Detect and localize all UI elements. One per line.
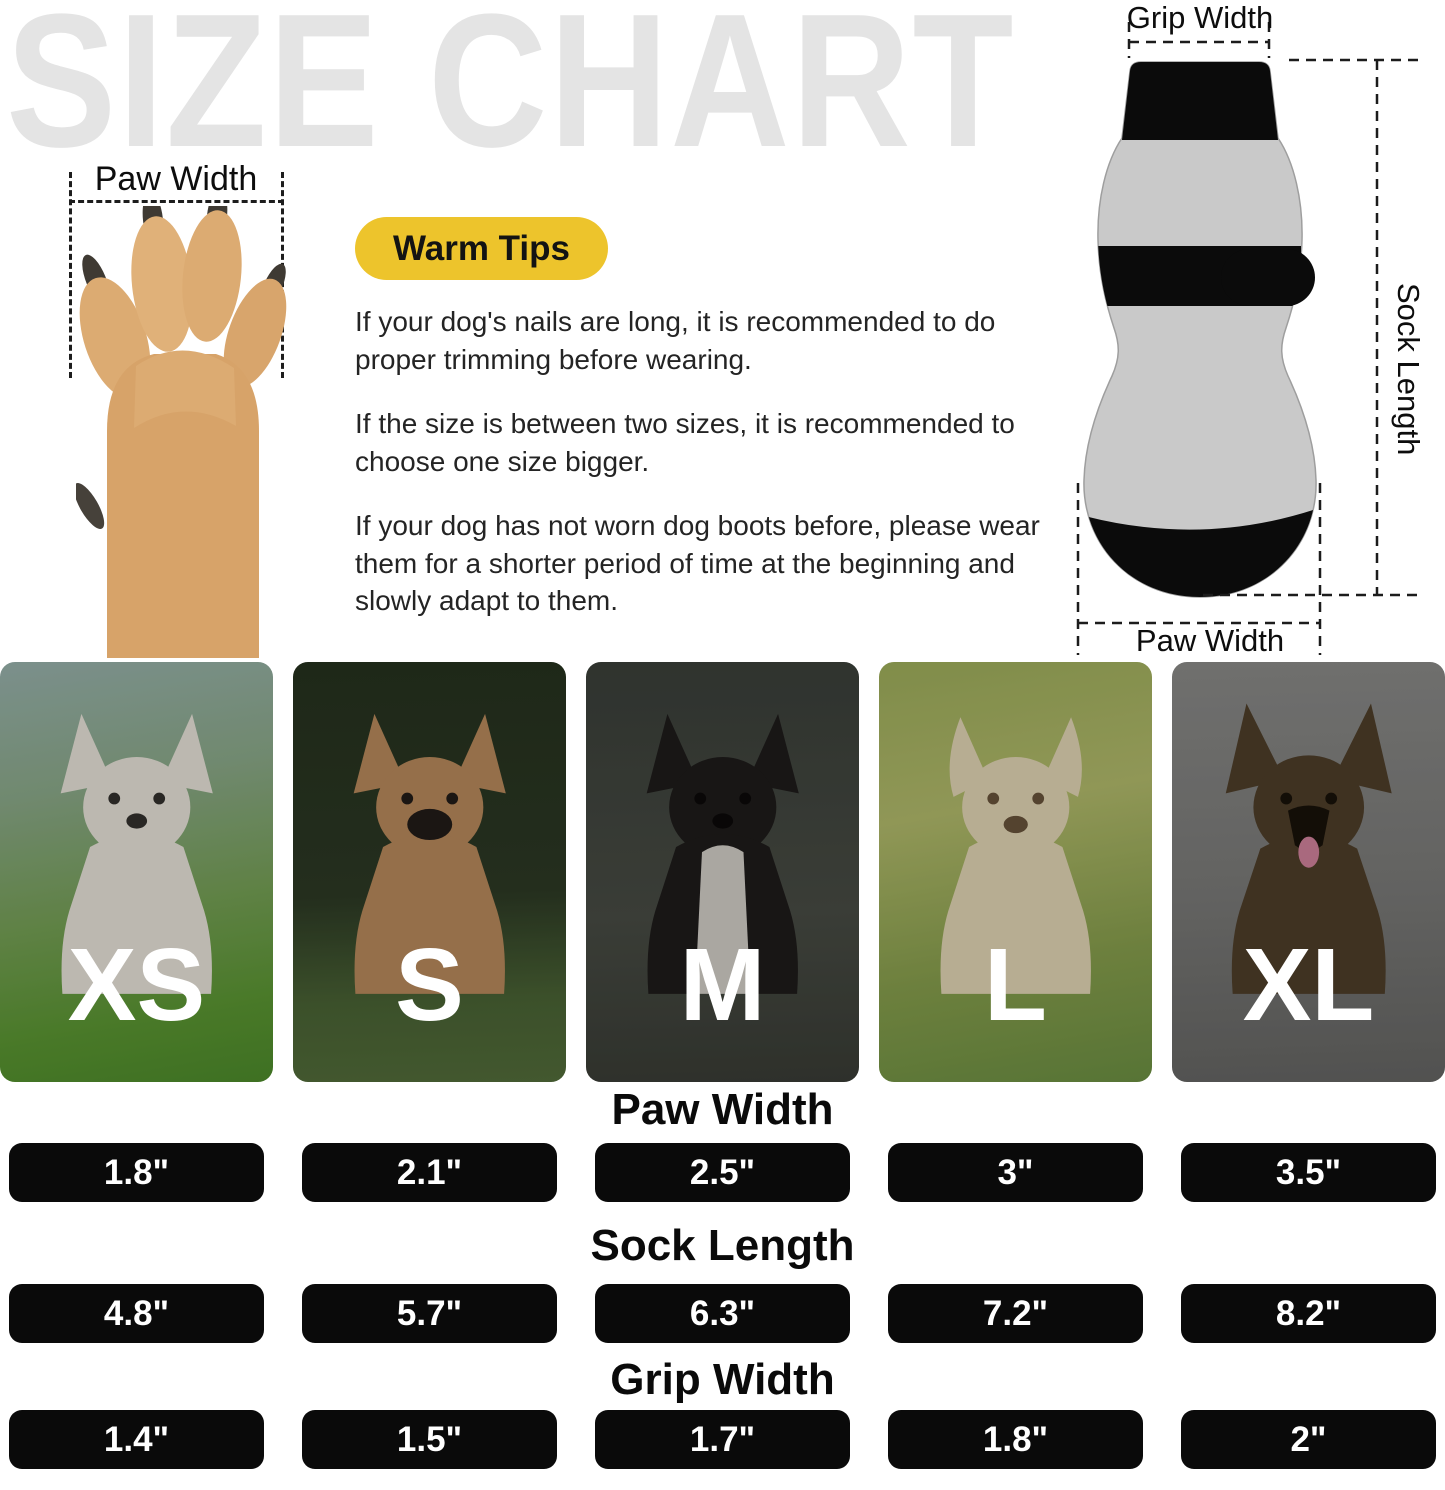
size-card-m: M xyxy=(586,662,859,1082)
size-cards-row: XS S M xyxy=(0,662,1445,1082)
dog-photo-xl xyxy=(1225,703,1392,994)
measure-pill: 1.8" xyxy=(888,1410,1143,1469)
size-card-l: L xyxy=(879,662,1152,1082)
measure-pill: 8.2" xyxy=(1181,1284,1436,1343)
measure-pill: 1.5" xyxy=(302,1410,557,1469)
dog-paw-photo xyxy=(76,206,287,658)
measure-pill: 6.3" xyxy=(595,1284,850,1343)
dog-photo-s xyxy=(353,713,506,994)
measure-pill: 7.2" xyxy=(888,1284,1143,1343)
measure-pill: 2.1" xyxy=(302,1143,557,1202)
photo-shade xyxy=(879,662,1152,1082)
warm-tips-title: Warm Tips xyxy=(393,228,570,268)
size-letter-xs: XS xyxy=(67,927,206,1042)
measure-pill: 1.4" xyxy=(9,1410,264,1469)
measure-row-grip-width: 1.4" 1.5" 1.7" 1.8" 2" xyxy=(9,1410,1436,1469)
size-card-s: S xyxy=(293,662,566,1082)
measure-header-sock-length: Sock Length xyxy=(590,1221,855,1270)
size-letter-s: S xyxy=(395,927,464,1042)
sock-length-label: Sock Length xyxy=(1391,282,1426,456)
sock-cuff xyxy=(1122,62,1278,140)
measure-pill: 1.8" xyxy=(9,1143,264,1202)
photo-shade xyxy=(586,662,859,1082)
measure-pill: 4.8" xyxy=(9,1284,264,1343)
measure-row-paw-width: 1.8" 2.1" 2.5" 3" 3.5" xyxy=(9,1143,1436,1202)
size-card-xl: XL xyxy=(1172,662,1445,1082)
measure-pill: 1.7" xyxy=(595,1410,850,1469)
measure-pill: 2" xyxy=(1181,1410,1436,1469)
measure-row-sock-length: 4.8" 5.7" 6.3" 7.2" 8.2" xyxy=(9,1284,1436,1343)
photo-shade xyxy=(1172,662,1445,1082)
dog-photo-m xyxy=(646,713,799,994)
measure-pill: 3" xyxy=(888,1143,1143,1202)
measure-pill: 2.5" xyxy=(595,1143,850,1202)
measure-pill: 3.5" xyxy=(1181,1143,1436,1202)
measure-header-paw-width: Paw Width xyxy=(611,1085,834,1134)
sock-measure-lines xyxy=(1076,22,1420,655)
dog-photo-xs xyxy=(60,713,213,994)
photo-shade xyxy=(0,662,273,1082)
sock-body xyxy=(1083,61,1317,598)
sock-paw-width-label: Paw Width xyxy=(1135,623,1285,658)
measure-pill: 5.7" xyxy=(302,1284,557,1343)
size-letter-l: L xyxy=(984,927,1047,1042)
warm-tip-paragraph-2: If the size is between two sizes, it is … xyxy=(355,408,1015,477)
dog-photo-l xyxy=(940,717,1091,994)
warm-tip-paragraph-3: If your dog has not worn dog boots befor… xyxy=(355,510,1040,617)
warm-tip-paragraph-1: If your dog's nails are long, it is reco… xyxy=(355,306,996,375)
paw-dash-line-left xyxy=(69,172,72,378)
paw-dash-line-top xyxy=(69,200,284,203)
measure-header-grip-width: Grip Width xyxy=(610,1355,835,1404)
watermark-title: SIZE CHART xyxy=(6,0,1016,187)
photo-shade xyxy=(293,662,566,1082)
grip-width-label: Grip Width xyxy=(1126,0,1274,35)
warm-tips-badge: Warm Tips xyxy=(355,217,608,280)
size-card-xs: XS xyxy=(0,662,273,1082)
warm-tips-section: If your dog's nails are long, it is reco… xyxy=(355,303,1055,647)
sock-strap-tab xyxy=(1221,249,1315,306)
sock-diagram xyxy=(1076,22,1420,655)
sock-sole xyxy=(1083,506,1317,597)
size-letter-xl: XL xyxy=(1242,927,1375,1042)
paw-width-label: Paw Width xyxy=(94,160,258,198)
size-letter-m: M xyxy=(679,927,766,1042)
